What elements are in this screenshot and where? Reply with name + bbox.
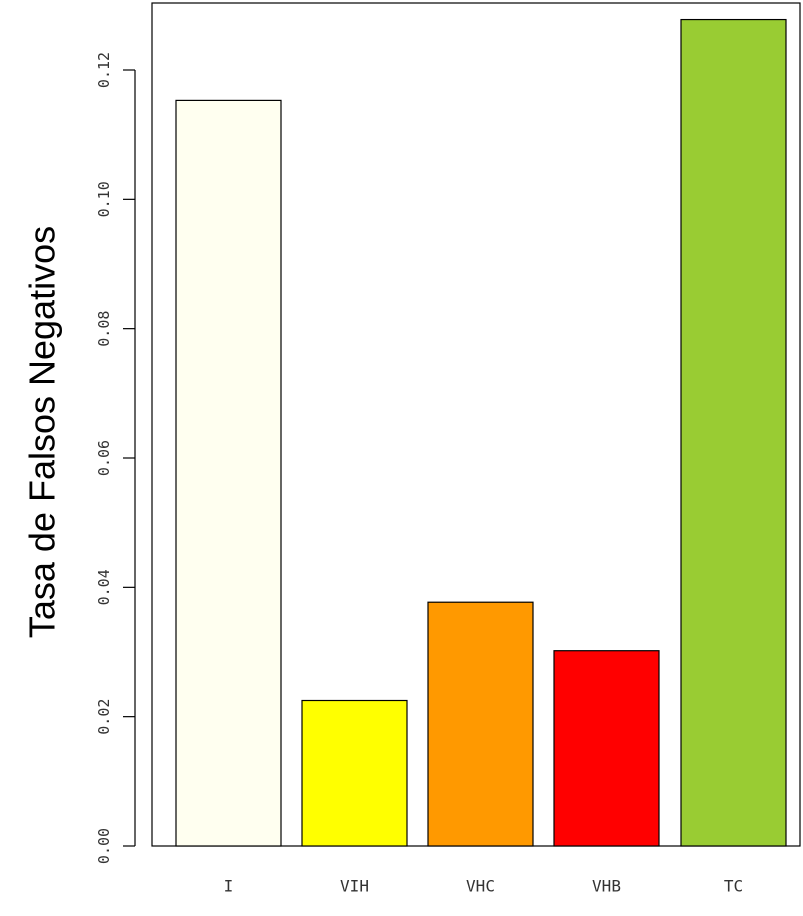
y-tick-label: 0.12 <box>95 52 113 88</box>
bar-tc <box>680 18 787 847</box>
y-axis-title: Tasa de Falsos Negativos <box>22 226 63 638</box>
bar-vhb <box>553 650 660 847</box>
x-tick-label-i: I <box>224 877 234 896</box>
y-axis: 0.00 0.02 0.04 0.06 0.08 0.10 0.12 <box>95 52 136 864</box>
y-tick-label: 0.06 <box>95 440 113 476</box>
bar-i <box>175 99 282 847</box>
y-tick-label: 0.02 <box>95 699 113 735</box>
x-axis-labels: I VIH VHC VHB TC <box>224 877 743 896</box>
bars-group <box>175 18 787 847</box>
y-tick-label: 0.04 <box>95 569 113 605</box>
x-tick-label-vhc: VHC <box>466 877 495 896</box>
x-tick-label-vhb: VHB <box>592 877 621 896</box>
bar-vhc <box>427 601 534 847</box>
y-tick-label: 0.00 <box>95 828 113 864</box>
x-tick-label-tc: TC <box>724 877 743 896</box>
bar-vih <box>301 699 408 847</box>
y-tick-label: 0.08 <box>95 311 113 347</box>
x-tick-label-vih: VIH <box>340 877 369 896</box>
y-tick-label: 0.10 <box>95 181 113 217</box>
